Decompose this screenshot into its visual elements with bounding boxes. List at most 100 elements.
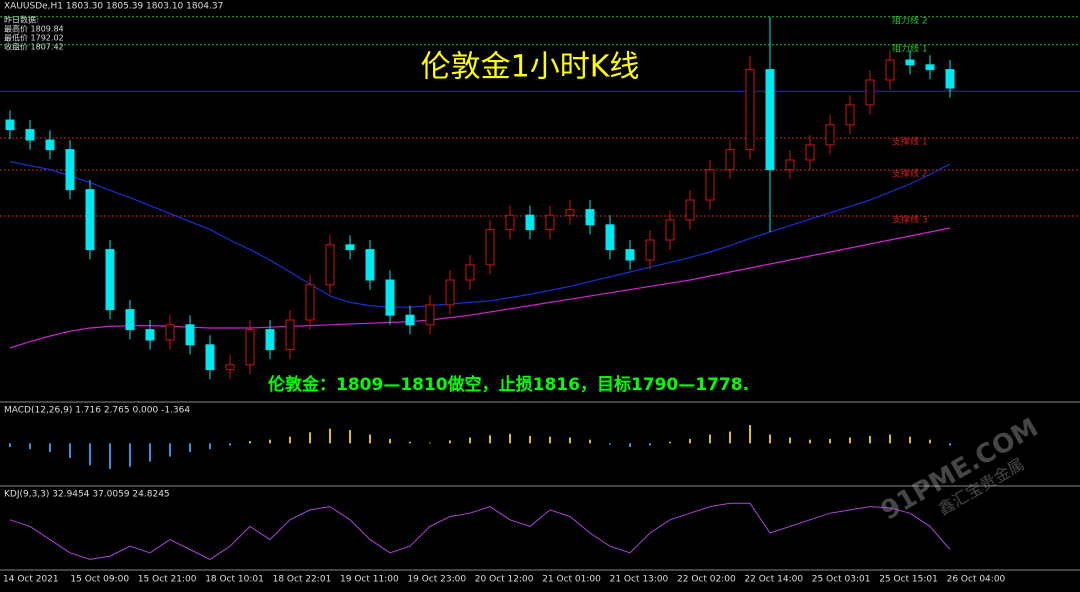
candle-body (265, 329, 275, 351)
x-tick-label: 20 Oct 12:00 (475, 575, 534, 585)
x-tick-label: 19 Oct 23:00 (407, 575, 466, 585)
x-tick-label: 14 Oct 2021 (3, 575, 59, 585)
candle-body (885, 59, 895, 81)
candle-body (5, 119, 15, 131)
macd-bar (389, 438, 391, 444)
info-line: 最低价 1792.02 (4, 33, 64, 43)
macd-bar (749, 425, 751, 444)
macd-bar (469, 437, 471, 444)
macd-bar (69, 443, 71, 458)
kdj-line (9, 502, 951, 560)
macd-bar (649, 443, 651, 446)
x-tick-label: 25 Oct 03:01 (812, 575, 871, 585)
macd-bar (429, 442, 431, 444)
candle-body (385, 279, 395, 316)
chart-title: 伦敦金1小时K线 (421, 50, 640, 85)
macd-bar (409, 441, 411, 444)
macd-bar (169, 443, 171, 457)
macd-bar (809, 439, 811, 444)
macd-bar (489, 435, 491, 444)
x-tick-label: 21 Oct 01:00 (542, 575, 601, 585)
candle-body (605, 224, 615, 251)
macd-bar (269, 439, 271, 444)
macd-bar (569, 437, 571, 444)
candle-body (785, 159, 795, 171)
macd-bar (209, 443, 211, 450)
macd-bar (729, 431, 731, 444)
macd-bar (249, 441, 251, 444)
macd-bar (449, 440, 451, 444)
macd-bar (849, 437, 851, 444)
candle-body (485, 229, 495, 266)
macd-bar (829, 438, 831, 444)
candle-body (945, 69, 955, 89)
candle-body (45, 139, 55, 151)
candle-body (805, 144, 815, 161)
candle-body (625, 249, 635, 261)
macd-bar (149, 443, 151, 462)
candle-body (125, 309, 135, 331)
symbol-header: XAUUSDe,H1 1803.30 1805.39 1803.10 1804.… (4, 2, 223, 12)
macd-bar (909, 436, 911, 444)
candle-body (145, 329, 155, 341)
macd-bar (9, 443, 11, 447)
candle-body (105, 249, 115, 311)
info-line: 最高价 1809.84 (4, 24, 64, 34)
candle-body (85, 189, 95, 251)
info-title: 昨日数据: (4, 15, 39, 25)
x-tick-label: 19 Oct 11:00 (340, 575, 399, 585)
x-tick-label: 25 Oct 15:01 (879, 575, 938, 585)
candle-body (925, 64, 935, 71)
macd-bar (289, 436, 291, 444)
x-tick-label: 22 Oct 02:00 (677, 575, 736, 585)
macd-bar (609, 443, 611, 445)
x-tick-label: 26 Oct 04:00 (947, 575, 1006, 585)
candle-body (305, 284, 315, 321)
candle-body (445, 279, 455, 306)
candle-body (585, 209, 595, 226)
x-tick-label: 15 Oct 09:00 (70, 575, 129, 585)
level-label: 阻力线 1 (892, 42, 928, 54)
candle-body (665, 219, 675, 241)
x-tick-label: 18 Oct 22:01 (273, 575, 332, 585)
macd-bar (229, 443, 231, 446)
macd-bar (889, 434, 891, 444)
candle-body (405, 314, 415, 326)
candle-body (65, 149, 75, 191)
kdj-label: KDJ(9,3,3) 32.9454 37.0059 24.8245 (4, 490, 170, 500)
candle-body (325, 244, 335, 286)
macd-bar (189, 443, 191, 453)
candle-body (365, 249, 375, 281)
macd-label: MACD(12,26,9) 1.716 2.765 0.000 -1.364 (4, 406, 190, 416)
x-tick-label: 22 Oct 14:00 (744, 575, 803, 585)
macd-bar (49, 443, 51, 453)
level-label: 支撑线 3 (892, 214, 928, 226)
candle-body (425, 304, 435, 326)
macd-bar (549, 436, 551, 444)
macd-bar (529, 436, 531, 444)
candle-body (345, 244, 355, 251)
candle-body (725, 149, 735, 171)
candle-body (245, 329, 255, 366)
x-tick-label: 21 Oct 13:00 (610, 575, 669, 585)
level-label: 支撑线 2 (892, 168, 928, 180)
candle-body (705, 169, 715, 201)
macd-bar (29, 443, 31, 450)
macd-bar (669, 441, 671, 444)
candle-body (205, 344, 215, 371)
macd-bar (329, 428, 331, 444)
moving-average (9, 161, 951, 308)
macd-bar (629, 443, 631, 447)
macd-bar (509, 433, 511, 444)
macd-bar (709, 434, 711, 444)
candle-body (845, 104, 855, 126)
candle-body (525, 214, 535, 231)
candle-body (745, 69, 755, 151)
macd-bar (129, 443, 131, 467)
candle-body (465, 264, 475, 281)
candle-body (685, 199, 695, 221)
macd-bar (309, 432, 311, 444)
macd-bar (369, 434, 371, 444)
